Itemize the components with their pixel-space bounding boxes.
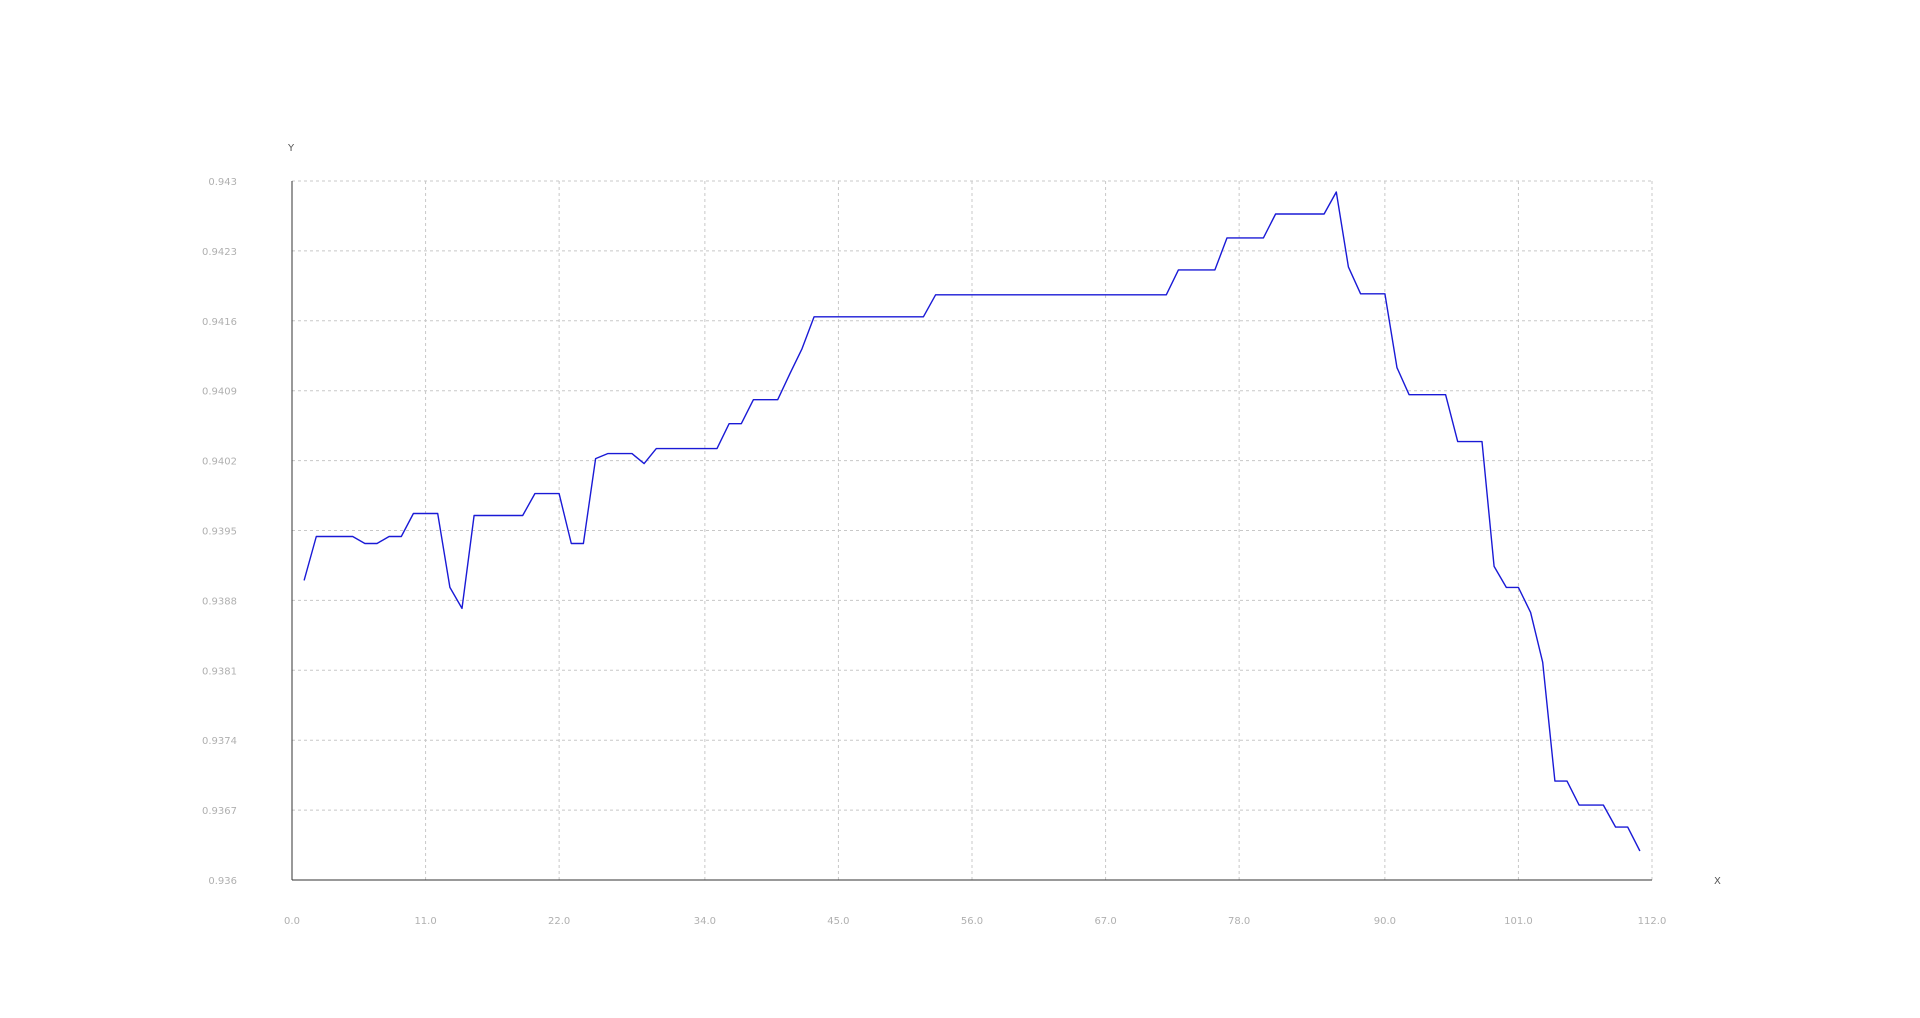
x-tick-label: 90.0 <box>1374 916 1396 927</box>
y-tick-label: 0.9388 <box>202 596 237 607</box>
grid <box>292 180 1653 880</box>
series-line-0 <box>303 191 1641 852</box>
x-axis-title: X <box>1714 876 1721 887</box>
y-tick-label: 0.9367 <box>202 806 237 817</box>
y-tick-label: 0.9416 <box>202 317 237 328</box>
x-tick-label: 78.0 <box>1228 916 1250 927</box>
y-axis-title: Y <box>287 143 295 154</box>
y-tick-label: 0.936 <box>208 876 237 887</box>
x-tick-label: 56.0 <box>961 916 983 927</box>
x-tick-label: 45.0 <box>827 916 849 927</box>
x-tick-label: 11.0 <box>414 916 436 927</box>
y-tick-label: 0.9381 <box>202 666 237 677</box>
y-tick-label: 0.9402 <box>202 457 237 468</box>
y-tick-label: 0.9374 <box>202 736 237 747</box>
y-tick-label: 0.9395 <box>202 527 237 538</box>
y-tick-label: 0.9409 <box>202 387 237 398</box>
y-tick-label: 0.943 <box>208 177 237 188</box>
x-tick-label: 101.0 <box>1504 916 1533 927</box>
x-tick-label: 112.0 <box>1638 916 1667 927</box>
y-tick-label: 0.9423 <box>202 247 237 258</box>
y-tick-labels: 0.936 0.9367 0.9374 0.9381 0.9388 0.9395 0.940… <box>202 177 237 887</box>
x-tick-label: 67.0 <box>1094 916 1116 927</box>
x-tick-labels: 0.0 11.0 22.0 34.0 45.0 56.0 67.0 78.0 90.0 101.0… <box>284 916 1666 927</box>
x-tick-label: 34.0 <box>694 916 716 927</box>
x-tick-label: 22.0 <box>548 916 570 927</box>
axes <box>291 181 1652 881</box>
series-group <box>303 191 1641 852</box>
x-tick-label: 0.0 <box>284 916 300 927</box>
